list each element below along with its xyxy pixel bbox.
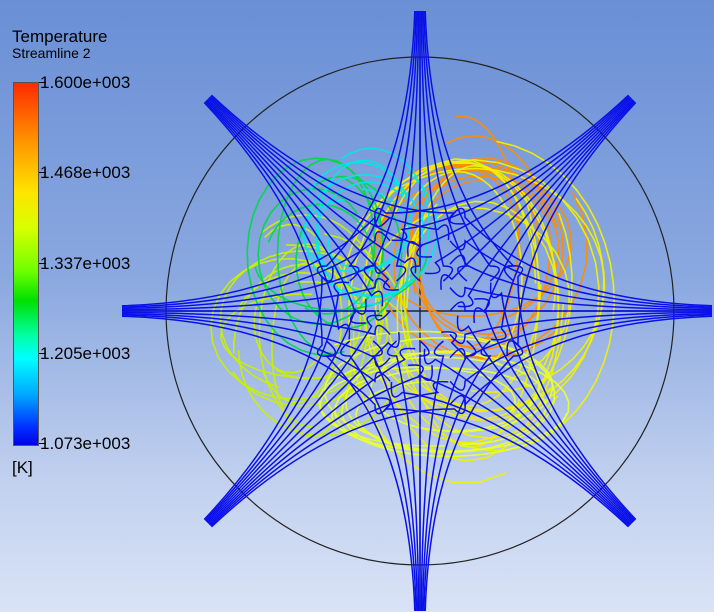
injector-streamline: [449, 312, 713, 360]
injector-streamline: [408, 364, 631, 526]
injector-streamline: [121, 231, 391, 308]
injector-streamline: [207, 98, 399, 291]
injector-streamline: [386, 340, 420, 612]
injector-streamline: [440, 98, 633, 290]
injector-streamline: [421, 10, 469, 282]
injector-streamline: [348, 10, 417, 282]
injector-streamline: [209, 365, 433, 526]
temperature-streamline: [392, 175, 556, 360]
injector-streamline: [210, 398, 467, 528]
injector-streamline: [457, 99, 634, 308]
injector-streamline: [441, 331, 633, 524]
legend-unit: [K]: [12, 458, 33, 477]
injector-streamline: [122, 310, 391, 321]
injector-streamline: [121, 314, 391, 383]
injector-streamline: [203, 265, 334, 521]
injector-streamline: [374, 397, 630, 528]
legend-tick: [39, 263, 46, 264]
injector-streamline: [316, 10, 416, 282]
temperature-streamline: [406, 164, 537, 309]
injector-streamline: [204, 281, 350, 521]
injector-streamline: [121, 262, 391, 310]
injector-streamline: [449, 286, 713, 311]
injector-streamline: [449, 314, 713, 391]
injector-streamline: [121, 315, 391, 415]
injector-streamline: [423, 348, 632, 525]
injector-streamline: [210, 95, 450, 241]
legend-tick: [39, 82, 46, 83]
injector-streamline: [489, 282, 636, 521]
injector-streamline: [473, 100, 635, 323]
injector-streamline: [449, 311, 713, 345]
temperature-streamline: [362, 206, 571, 413]
legend-tick-label: 1.205e+003: [40, 344, 131, 363]
injector-streamline: [424, 340, 524, 612]
legend-subtitle: Streamline 2: [12, 45, 91, 61]
injector-streamline: [210, 94, 466, 225]
injector-streamline: [121, 312, 391, 368]
temperature-streamline: [316, 159, 424, 306]
injector-streamline: [373, 94, 630, 224]
injector-streamline: [410, 10, 421, 282]
injector-streamline: [206, 314, 383, 523]
injector-streamline: [206, 99, 384, 307]
injector-streamline: [474, 298, 635, 522]
injector-streamline: [507, 264, 637, 521]
injector-streamline: [205, 299, 367, 522]
temperature-streamline: [409, 168, 521, 295]
legend-tick-label: 1.600e+003: [40, 73, 131, 92]
temperature-streamline: [340, 367, 547, 451]
injector-streamline: [449, 301, 712, 312]
injector-streamline: [390, 381, 630, 527]
temperature-streamline: [409, 170, 523, 374]
legend-tick-label: 1.073e+003: [40, 434, 131, 453]
injector-streamline: [424, 10, 516, 282]
injector-streamline: [506, 101, 637, 357]
injector-streamline: [324, 340, 416, 612]
temperature-streamline: [257, 175, 385, 326]
injector-streamline: [207, 332, 400, 524]
injector-streamline: [208, 97, 417, 274]
injector-streamline: [421, 340, 477, 612]
injector-streamline: [423, 340, 492, 612]
legend-tick: [39, 172, 46, 173]
injector-streamline: [121, 277, 391, 311]
legend-title: Temperature: [12, 27, 108, 46]
injector-streamline: [340, 340, 417, 612]
injector-streamline: [423, 10, 500, 282]
legend-tick-label: 1.337e+003: [40, 254, 131, 273]
injector-streamline: [121, 311, 391, 336]
legend-tick-label: 1.468e+003: [40, 163, 131, 182]
injector-streamline: [449, 239, 713, 308]
injector-streamline: [449, 207, 713, 307]
temperature-streamline: [334, 351, 570, 458]
injector-streamline: [449, 254, 713, 310]
temperature-streamline: [302, 188, 411, 273]
injector-streamline: [204, 101, 351, 340]
temperature-streamline: [319, 366, 517, 447]
temperature-streamline: [417, 115, 520, 348]
injector-streamline: [205, 100, 366, 324]
legend-tick: [39, 443, 46, 444]
injector-streamline: [490, 101, 636, 341]
legend-tick: [39, 353, 46, 354]
injector-streamline: [121, 215, 391, 307]
injector-streamline: [371, 340, 419, 612]
injector-streamline: [203, 101, 333, 358]
injector-streamline: [419, 340, 430, 612]
temperature-streamline: [220, 280, 409, 380]
color-scale-bar: [13, 82, 39, 446]
injector-streamline: [209, 96, 432, 258]
injector-streamline: [210, 380, 449, 527]
temperature-streamline: [253, 306, 325, 374]
injector-streamline: [391, 95, 630, 242]
